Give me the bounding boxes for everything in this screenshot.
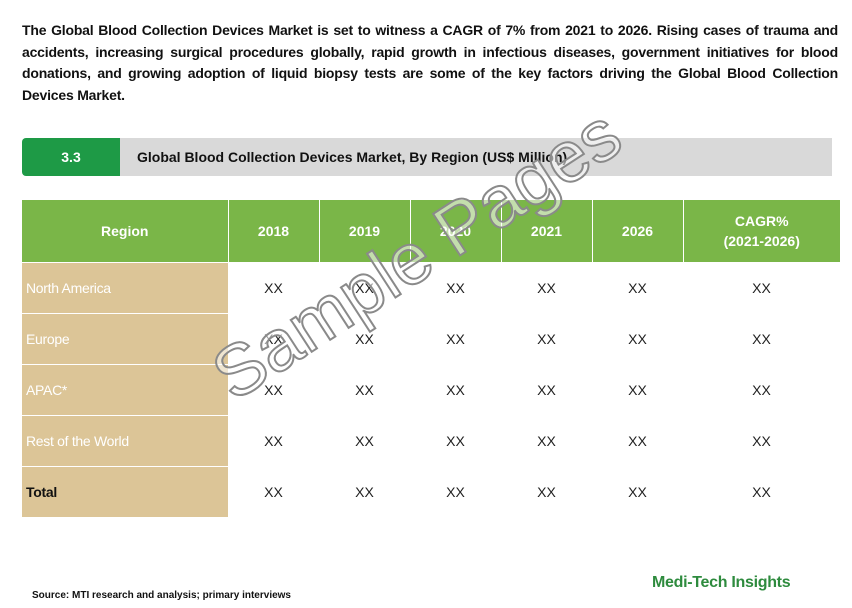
value-cell: XX	[592, 415, 683, 467]
header-cell: 2018	[227, 200, 319, 263]
source-note: Source: MTI research and analysis; prima…	[32, 590, 291, 601]
section-number: 3.3	[22, 138, 120, 176]
header-cell: 2019	[318, 200, 410, 263]
intro-paragraph: The Global Blood Collection Devices Mark…	[22, 22, 838, 103]
value-cell: XX	[410, 313, 501, 365]
value-cell: XX	[592, 364, 683, 416]
header-cell: 2026	[591, 200, 683, 263]
value-cell: XX	[683, 313, 840, 365]
region-cell: Rest of the World	[22, 415, 228, 467]
value-cell: XX	[228, 262, 319, 314]
region-table: Region 2018 2019 2020 2021 2026 CAGR% (2021-20…	[22, 200, 840, 517]
header-row: Region 2018 2019 2020 2021 2026 CAGR% (2021-20…	[22, 200, 840, 263]
value-cell: XX	[501, 262, 592, 314]
value-cell: XX	[683, 364, 840, 416]
value-cell: XX	[228, 313, 319, 365]
value-cell: XX	[228, 415, 319, 467]
value-cell: XX	[410, 262, 501, 314]
region-cell: APAC*	[22, 364, 228, 416]
region-cell: Total	[22, 466, 228, 517]
value-cell: XX	[410, 415, 501, 467]
brand-logo: Medi-Tech Insights	[652, 574, 791, 591]
value-cell: XX	[501, 415, 592, 467]
value-cell: XX	[319, 364, 410, 416]
table-row: Rest of the World XX XX XX XX XX XX	[22, 415, 840, 467]
header-cell: Region	[22, 200, 228, 263]
value-cell: XX	[592, 466, 683, 517]
value-cell: XX	[501, 364, 592, 416]
value-cell: XX	[319, 466, 410, 517]
table-row: APAC* XX XX XX XX XX XX	[22, 364, 840, 416]
header-cell: CAGR% (2021-2026)	[682, 200, 840, 263]
value-cell: XX	[319, 262, 410, 314]
value-cell: XX	[683, 262, 840, 314]
header-cell: 2021	[500, 200, 592, 263]
value-cell: XX	[683, 415, 840, 467]
value-cell: XX	[410, 364, 501, 416]
table-row: North America XX XX XX XX XX XX	[22, 262, 840, 314]
region-cell: Europe	[22, 313, 228, 365]
value-cell: XX	[683, 466, 840, 517]
value-cell: XX	[592, 313, 683, 365]
value-cell: XX	[319, 415, 410, 467]
value-cell: XX	[501, 313, 592, 365]
region-cell: North America	[22, 262, 228, 314]
value-cell: XX	[410, 466, 501, 517]
value-cell: XX	[592, 262, 683, 314]
table-row: Europe XX XX XX XX XX XX	[22, 313, 840, 365]
value-cell: XX	[228, 466, 319, 517]
section-title: Global Blood Collection Devices Market, …	[120, 138, 832, 176]
value-cell: XX	[228, 364, 319, 416]
table-row: Total XX XX XX XX XX XX	[22, 466, 840, 517]
value-cell: XX	[319, 313, 410, 365]
value-cell: XX	[501, 466, 592, 517]
header-cell: 2020	[409, 200, 501, 263]
table-body: North America XX XX XX XX XX XX Europe XX XX XX XX X…	[22, 262, 840, 517]
